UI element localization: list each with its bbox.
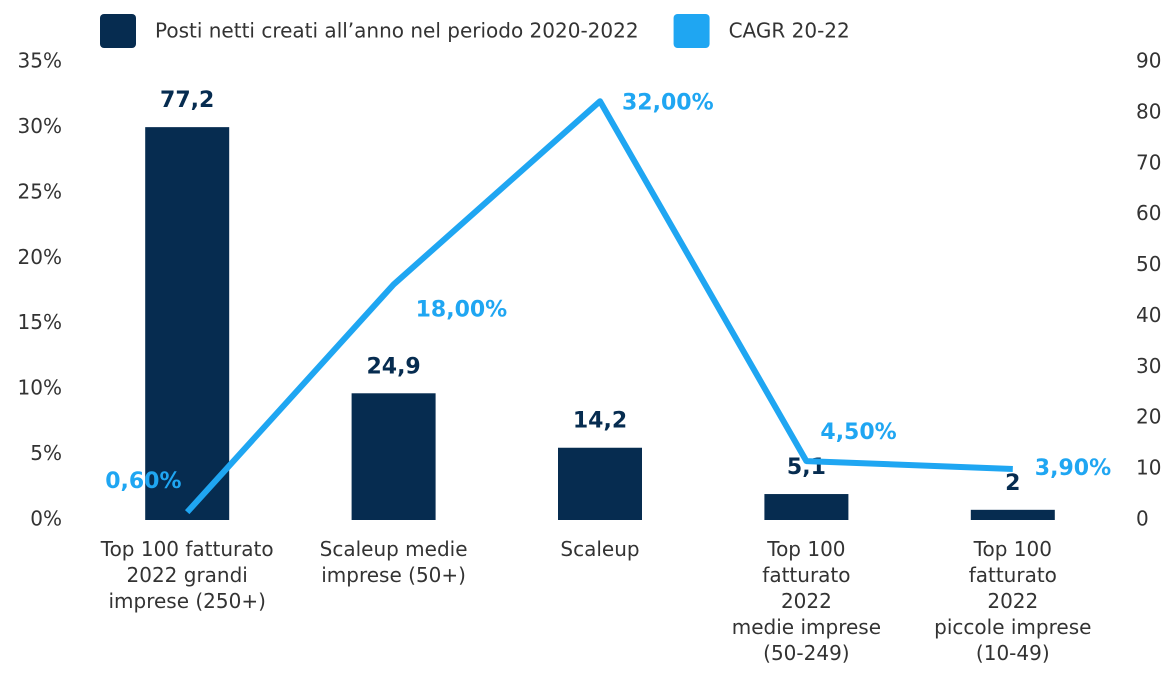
x-tick-label: Scaleup (560, 537, 640, 561)
line-value-label: 18,00% (416, 297, 508, 322)
bar-value-label: 2 (1005, 471, 1020, 496)
y-tick-label: 20% (18, 245, 62, 269)
y-tick-label: 0% (30, 507, 62, 531)
y2-tick-label: 40 (1136, 303, 1161, 327)
legend-label: CAGR 20-22 (729, 19, 850, 43)
bar-value-label: 14,2 (573, 409, 627, 434)
bar-value-label: 77,2 (160, 88, 214, 113)
line (184, 98, 1013, 515)
y2-tick-label: 20 (1136, 405, 1161, 429)
legend-label: Posti netti creati all’anno nel periodo … (155, 19, 639, 43)
x-tick-label: Scaleup medie imprese (50+) (319, 537, 468, 587)
y2-tick-label: 70 (1136, 150, 1161, 174)
y-tick-label: 15% (18, 310, 62, 334)
line-value-label: 32,00% (622, 90, 714, 115)
x-tick-label: Top 100 fatturato 2022 piccole imprese (… (934, 537, 1092, 665)
line-value-label: 0,60% (105, 469, 181, 494)
y2-tick-label: 50 (1136, 252, 1161, 276)
line-value-label: 3,90% (1035, 456, 1111, 481)
line-value-label: 4,50% (820, 420, 896, 445)
y-tick-label: 30% (18, 114, 62, 138)
y2-tick-label: 90 (1136, 49, 1161, 73)
bar (558, 447, 642, 520)
y2-tick-label: 60 (1136, 201, 1161, 225)
y2-tick-label: 80 (1136, 99, 1161, 123)
bar (970, 509, 1055, 520)
legend-marker (100, 14, 136, 48)
bar (764, 494, 849, 520)
bar-value-label: 24,9 (366, 354, 420, 379)
x-tick-label: Top 100 fatturato 2022 medie imprese (50… (731, 537, 882, 665)
y-tick-label: 35% (18, 49, 62, 73)
y2-tick-label: 10 (1136, 456, 1161, 480)
y2-tick-label: 30 (1136, 354, 1161, 378)
x-tick-label: Top 100 fatturato 2022 grandi imprese (2… (100, 537, 274, 613)
legend-marker (673, 14, 710, 48)
y-tick-label: 25% (18, 179, 62, 203)
bar (351, 393, 436, 520)
bar (145, 127, 230, 520)
y-tick-label: 5% (30, 441, 62, 465)
y-tick-label: 10% (18, 376, 62, 400)
y2-tick-label: 0 (1136, 507, 1149, 531)
